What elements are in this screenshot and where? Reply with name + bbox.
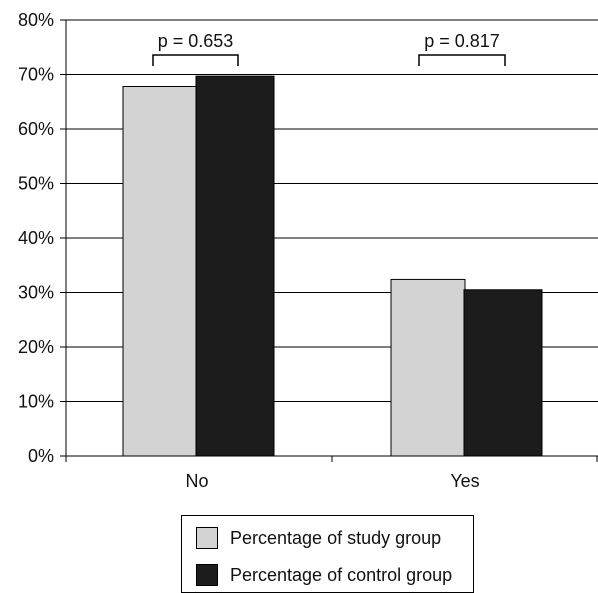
x-category-label: No: [185, 471, 208, 491]
x-category-label: Yes: [450, 471, 479, 491]
y-axis-ticks: 0% 10% 20% 30% 40% 50% 60% 70% 80%: [18, 10, 54, 466]
y-tick-label: 60%: [18, 119, 54, 139]
bar-no-series-0: [122, 85, 198, 457]
bar-chart: 0%10%20%30%40%50%60%70%80% p = 0.653 p = …: [18, 10, 598, 491]
legend-label-control: Percentage of control group: [230, 564, 453, 585]
y-tick-label: 20%: [18, 337, 54, 357]
y-tick-label: 80%: [18, 10, 54, 30]
p-value-label: p = 0.817: [424, 31, 500, 51]
y-tick-label: 30%: [18, 283, 54, 303]
bar-yes-series-0: [390, 278, 466, 457]
bar-yes-series-1: [463, 289, 543, 457]
bar-no-series-1: [195, 75, 275, 457]
axes: [60, 19, 598, 462]
y-tick-label: 40%: [18, 228, 54, 248]
significance-bracket: [418, 54, 506, 66]
legend-label-study: Percentage of study group: [230, 527, 442, 548]
legend-item-study: Percentage of study group: [196, 526, 441, 550]
p-value-label: p = 0.653: [158, 31, 234, 51]
y-tick-label: 0%: [28, 446, 54, 466]
y-tick-label: 50%: [18, 174, 54, 194]
legend-swatch-control: [196, 564, 218, 586]
y-tick-label: 10%: [18, 392, 54, 412]
significance-bracket: [152, 54, 239, 66]
significance-brackets: p = 0.653 p = 0.817: [152, 31, 506, 66]
y-tick-label: 70%: [18, 65, 54, 85]
x-axis-categories: No Yes: [185, 471, 479, 491]
legend-swatch-study: [196, 527, 218, 549]
bars: [122, 75, 543, 457]
legend-item-control: Percentage of control group: [196, 563, 452, 587]
chart-legend: Percentage of study group Percentage of …: [181, 515, 474, 593]
